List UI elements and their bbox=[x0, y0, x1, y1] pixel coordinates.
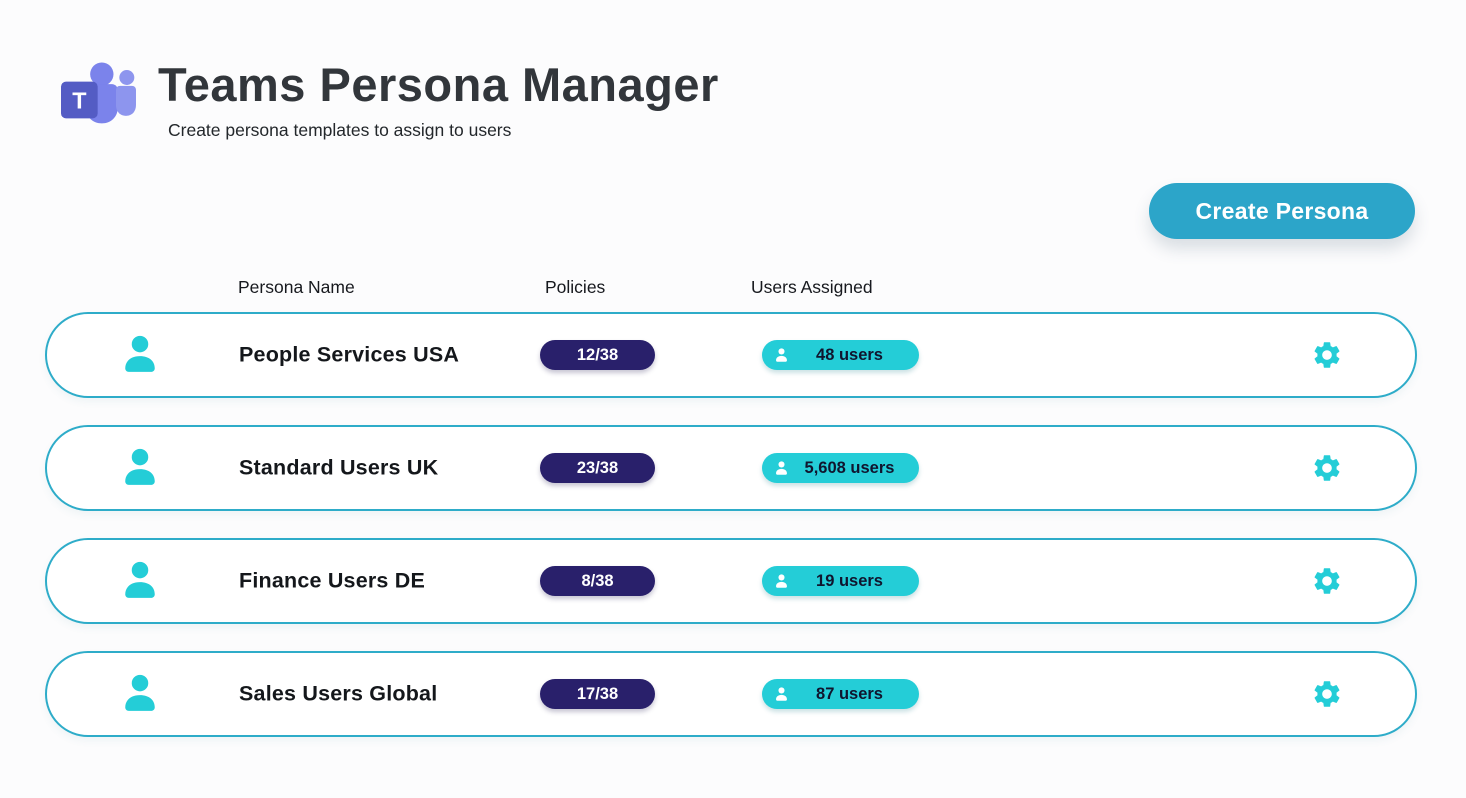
column-headers: Persona Name Policies Users Assigned bbox=[45, 277, 1417, 301]
user-icon bbox=[776, 347, 787, 362]
persona-row: Finance Users DE 8/38 19 users bbox=[45, 538, 1417, 624]
page-subtitle: Create persona templates to assign to us… bbox=[168, 120, 512, 141]
persona-icon bbox=[117, 445, 163, 491]
persona-row: Sales Users Global 17/38 87 users bbox=[45, 651, 1417, 737]
persona-icon bbox=[117, 671, 163, 717]
users-assigned-badge: 87 users bbox=[762, 679, 919, 709]
users-count: 5,608 users bbox=[804, 458, 895, 477]
persona-row: Standard Users UK 23/38 5,608 users bbox=[45, 425, 1417, 511]
persona-name: People Services USA bbox=[239, 342, 460, 367]
create-persona-button[interactable]: Create Persona bbox=[1149, 183, 1415, 239]
user-icon bbox=[776, 573, 787, 588]
settings-gear-button[interactable] bbox=[1311, 678, 1343, 710]
persona-name: Sales Users Global bbox=[239, 681, 438, 706]
persona-name: Finance Users DE bbox=[239, 568, 426, 593]
settings-gear-button[interactable] bbox=[1311, 565, 1343, 597]
users-count: 48 users bbox=[816, 345, 883, 364]
logo-letter: T bbox=[72, 87, 86, 113]
page-title: Teams Persona Manager bbox=[158, 58, 719, 111]
persona-name: Standard Users UK bbox=[239, 455, 439, 480]
gear-icon bbox=[1314, 455, 1340, 481]
users-count: 19 users bbox=[816, 571, 883, 590]
persona-icon bbox=[117, 558, 163, 604]
gear-icon bbox=[1314, 342, 1340, 368]
gear-icon bbox=[1314, 681, 1340, 707]
users-count: 87 users bbox=[816, 684, 883, 703]
users-assigned-badge: 5,608 users bbox=[762, 453, 919, 483]
persona-icon bbox=[117, 332, 163, 378]
user-icon bbox=[776, 686, 787, 701]
users-assigned-badge: 19 users bbox=[762, 566, 919, 596]
users-assigned-badge: 48 users bbox=[762, 340, 919, 370]
policies-badge: 17/38 bbox=[540, 679, 655, 709]
user-icon bbox=[776, 460, 787, 475]
header: Teams Persona Manager Create persona tem… bbox=[158, 58, 719, 141]
persona-row: People Services USA 12/38 48 users bbox=[45, 312, 1417, 398]
column-header-users-assigned: Users Assigned bbox=[751, 277, 873, 297]
column-header-policies: Policies bbox=[545, 277, 606, 297]
gear-icon bbox=[1314, 568, 1340, 594]
column-header-persona-name: Persona Name bbox=[238, 277, 355, 297]
persona-table: Persona Name Policies Users Assigned Peo… bbox=[45, 277, 1417, 764]
policies-badge: 23/38 bbox=[540, 453, 655, 483]
settings-gear-button[interactable] bbox=[1311, 339, 1343, 371]
settings-gear-button[interactable] bbox=[1311, 452, 1343, 484]
policies-badge: 8/38 bbox=[540, 566, 655, 596]
policies-badge: 12/38 bbox=[540, 340, 655, 370]
teams-logo-icon: T bbox=[56, 60, 136, 136]
